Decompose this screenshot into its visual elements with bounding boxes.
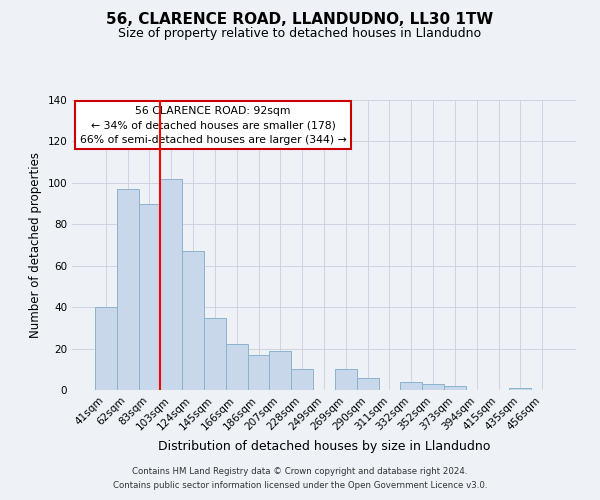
Bar bbox=[182, 251, 204, 390]
Text: 56, CLARENCE ROAD, LLANDUDNO, LL30 1TW: 56, CLARENCE ROAD, LLANDUDNO, LL30 1TW bbox=[106, 12, 494, 28]
Bar bbox=[269, 350, 291, 390]
Bar bbox=[248, 355, 269, 390]
Bar bbox=[444, 386, 466, 390]
X-axis label: Distribution of detached houses by size in Llandudno: Distribution of detached houses by size … bbox=[158, 440, 490, 453]
Bar bbox=[291, 370, 313, 390]
Bar bbox=[335, 370, 357, 390]
Bar bbox=[204, 318, 226, 390]
Y-axis label: Number of detached properties: Number of detached properties bbox=[29, 152, 42, 338]
Text: Size of property relative to detached houses in Llandudno: Size of property relative to detached ho… bbox=[118, 28, 482, 40]
Bar bbox=[95, 307, 117, 390]
Bar bbox=[160, 178, 182, 390]
Bar bbox=[509, 388, 531, 390]
Bar bbox=[226, 344, 248, 390]
Text: 56 CLARENCE ROAD: 92sqm
← 34% of detached houses are smaller (178)
66% of semi-d: 56 CLARENCE ROAD: 92sqm ← 34% of detache… bbox=[80, 106, 346, 144]
Bar bbox=[139, 204, 160, 390]
Bar bbox=[357, 378, 379, 390]
Bar bbox=[422, 384, 444, 390]
Text: Contains HM Land Registry data © Crown copyright and database right 2024.: Contains HM Land Registry data © Crown c… bbox=[132, 467, 468, 476]
Bar bbox=[117, 189, 139, 390]
Text: Contains public sector information licensed under the Open Government Licence v3: Contains public sector information licen… bbox=[113, 481, 487, 490]
Bar bbox=[400, 382, 422, 390]
